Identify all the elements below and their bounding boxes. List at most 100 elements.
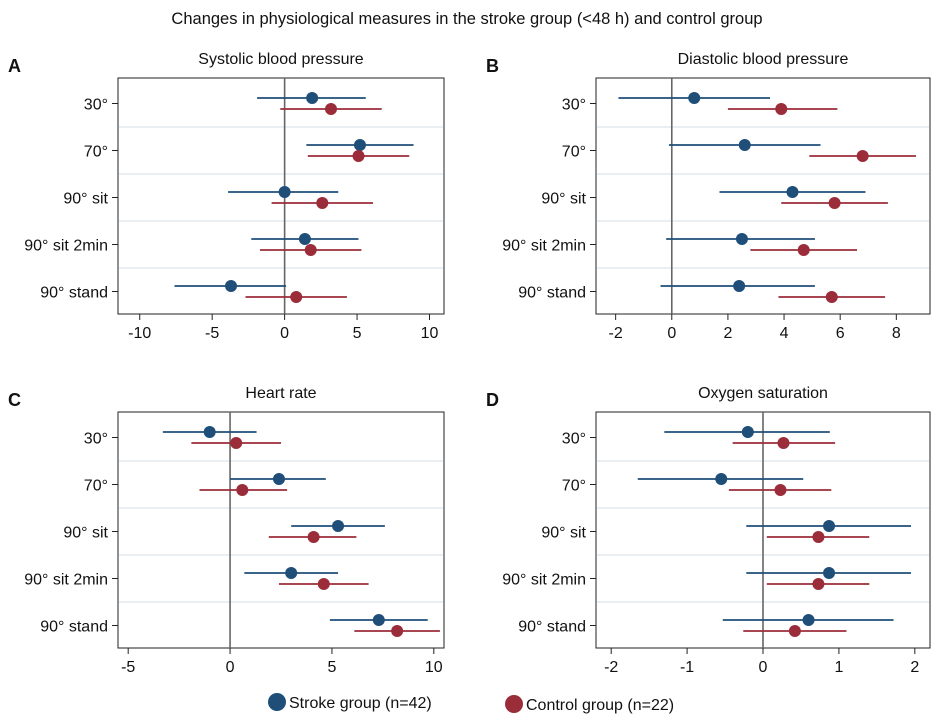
control-point [316, 197, 329, 209]
control-point [307, 531, 320, 543]
stroke-point [285, 567, 298, 579]
stroke-point [738, 139, 751, 151]
stroke-point [823, 520, 836, 532]
control-point [828, 197, 841, 209]
control-point [324, 103, 337, 115]
x-tick-label: -2 [604, 659, 618, 676]
legend-control-marker [505, 695, 523, 713]
x-tick-label: 4 [780, 325, 789, 342]
panel-title: Heart rate [245, 385, 316, 402]
stroke-point [786, 186, 799, 198]
stroke-point [741, 426, 754, 438]
panel-c: C Heart rate -5 0 5 10 30° 70° 90° sit 90° sit 2m… [8, 385, 445, 676]
control-point [290, 291, 303, 303]
y-tick-label: 90° sit 2min [502, 238, 586, 255]
y-tick-label: 70° [562, 144, 586, 161]
legend-stroke-marker [268, 693, 286, 711]
control-point [236, 484, 249, 496]
stroke-point [735, 233, 748, 245]
stroke-point [733, 280, 746, 292]
control-point [812, 531, 825, 543]
legend-control-label: Control group (n=22) [526, 697, 674, 714]
x-tick-label: 10 [421, 325, 439, 342]
y-tick-label: 90° stand [518, 619, 586, 636]
x-tick-label: 0 [667, 325, 676, 342]
control-point [775, 103, 788, 115]
x-tick-label: 6 [836, 325, 845, 342]
x-tick-label: -5 [121, 659, 135, 676]
control-point [797, 244, 810, 256]
stroke-point [353, 139, 366, 151]
y-tick-label: 90° stand [518, 285, 586, 302]
figure-title: Changes in physiological measures in the… [171, 10, 762, 28]
x-tick-label: -5 [205, 325, 219, 342]
y-tick-label: 90° stand [40, 285, 108, 302]
x-tick-label: 0 [759, 659, 768, 676]
panel-a: A Systolic blood pressure -10 -5 0 5 10 30° 70° 9… [8, 51, 445, 342]
y-tick-label: 70° [84, 478, 108, 495]
panel-label: A [8, 56, 21, 76]
control-point [317, 578, 330, 590]
y-tick-label: 90° sit [541, 525, 586, 542]
x-tick-label: 10 [425, 659, 443, 676]
y-tick-label: 90° sit [63, 191, 108, 208]
panel-label: D [486, 390, 499, 410]
control-point [856, 150, 869, 162]
y-tick-label: 90° sit [541, 191, 586, 208]
y-tick-label: 70° [562, 478, 586, 495]
panels: A Systolic blood pressure-10 -5 0 5 1030°70°9… [8, 51, 931, 676]
control-point [825, 291, 838, 303]
stroke-point [306, 92, 319, 104]
y-tick-label: 30° [562, 97, 586, 114]
control-point [812, 578, 825, 590]
y-tick-label: 90° sit 2min [24, 238, 108, 255]
x-tick-label: -2 [609, 325, 623, 342]
control-point [774, 484, 787, 496]
control-point [777, 437, 790, 449]
plot-frame [117, 77, 445, 315]
y-tick-label: 90° sit 2min [502, 572, 586, 589]
stroke-point [278, 186, 291, 198]
x-tick-label: 5 [327, 659, 336, 676]
panel-title: Systolic blood pressure [198, 51, 364, 68]
y-tick-label: 70° [84, 144, 108, 161]
x-tick-label: -10 [128, 325, 151, 342]
legend-stroke-label: Stroke group (n=42) [289, 695, 432, 712]
panel-label: C [8, 390, 21, 410]
panel-label: B [486, 56, 499, 76]
control-point [391, 625, 404, 637]
panel-title: Diastolic blood pressure [678, 51, 849, 68]
y-tick-label: 30° [562, 431, 586, 448]
y-tick-label: 90° sit 2min [24, 572, 108, 589]
stroke-point [332, 520, 345, 532]
control-point [352, 150, 365, 162]
stroke-point [272, 473, 285, 485]
stroke-point [225, 280, 238, 292]
panel-title: Oxygen saturation [698, 385, 828, 402]
x-tick-label: 0 [226, 659, 235, 676]
stroke-point [823, 567, 836, 579]
panel-b: B Diastolic blood pressure -2 0 2 4 6 8 30° 70° 90… [486, 51, 931, 342]
x-tick-label: 2 [910, 659, 919, 676]
plot-frame [595, 77, 931, 315]
control-point [230, 437, 243, 449]
x-tick-label: 1 [834, 659, 843, 676]
y-tick-label: 30° [84, 97, 108, 114]
control-point [788, 625, 801, 637]
legend: Stroke group (n=42) Control group (n=22) [268, 693, 674, 714]
panel-d: D Oxygen saturation -2 -1 0 1 2 30° 70° 90° sit 90… [486, 385, 931, 676]
stroke-point [715, 473, 728, 485]
stroke-point [802, 614, 815, 626]
y-tick-label: 90° sit [63, 525, 108, 542]
plot-frame [117, 411, 445, 649]
x-tick-label: 5 [353, 325, 362, 342]
stroke-point [298, 233, 311, 245]
x-tick-label: 8 [892, 325, 901, 342]
control-point [304, 244, 317, 256]
stroke-point [688, 92, 701, 104]
stroke-point [203, 426, 216, 438]
x-tick-label: 0 [280, 325, 289, 342]
stroke-point [372, 614, 385, 626]
x-tick-label: 2 [723, 325, 732, 342]
